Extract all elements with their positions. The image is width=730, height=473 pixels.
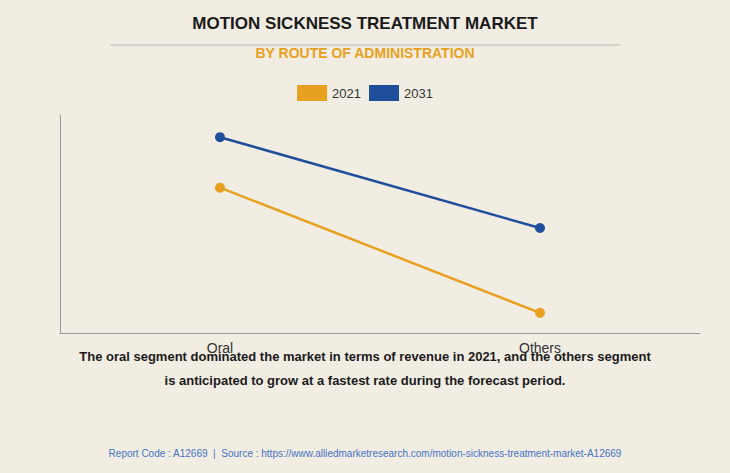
svg-text:MOTION SICKNESS TREATMENT MARK: MOTION SICKNESS TREATMENT MARKET (192, 14, 538, 33)
svg-text:Report Code : A12669 | Sourc: Report Code : A12669 | Source : https://… (109, 448, 622, 459)
svg-text:2031: 2031 (404, 86, 433, 101)
svg-text:The oral segment dominated the: The oral segment dominated the market in… (79, 349, 651, 364)
svg-text:2021: 2021 (332, 86, 361, 101)
svg-text:Oral: Oral (207, 340, 233, 356)
svg-text:BY ROUTE OF ADMINISTRATION: BY ROUTE OF ADMINISTRATION (255, 45, 474, 61)
svg-text:Others: Others (519, 340, 561, 356)
svg-text:is anticipated to grow at a fa: is anticipated to grow at a fastest rate… (165, 373, 566, 388)
